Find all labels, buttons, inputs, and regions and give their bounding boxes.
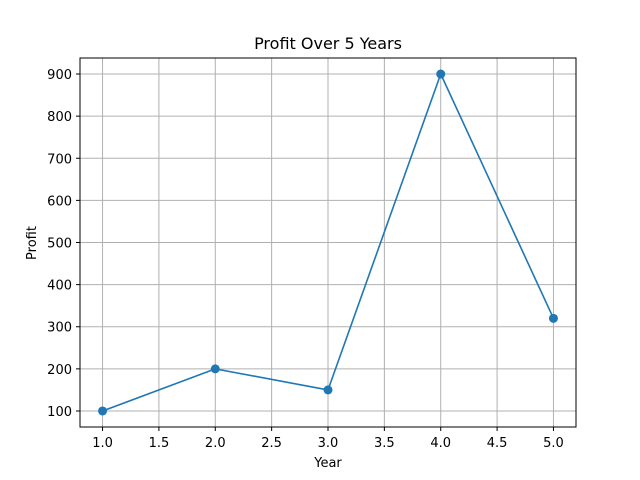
x-tick-label: 3.0 [318, 436, 339, 451]
x-tick-label: 1.0 [92, 436, 113, 451]
grid-lines [80, 58, 576, 427]
x-tick-label: 4.0 [430, 436, 451, 451]
data-point [548, 313, 558, 323]
y-tick-label: 500 [47, 237, 72, 252]
y-axis-label: Profit [25, 226, 40, 260]
y-tick-label: 800 [47, 110, 72, 125]
x-tick-label: 2.0 [205, 436, 226, 451]
chart-title: Profit Over 5 Years [254, 34, 402, 53]
y-tick-label: 300 [47, 321, 72, 336]
y-tick-label: 900 [47, 68, 72, 83]
x-tick-label: 4.5 [487, 436, 508, 451]
x-tick-label: 3.5 [374, 436, 395, 451]
x-axis-label: Year [313, 456, 342, 471]
y-axis: 100 200 300 400 500 600 700 800 900 [47, 68, 80, 420]
data-point [323, 385, 333, 395]
x-tick-label: 2.5 [261, 436, 282, 451]
data-point [210, 364, 220, 374]
y-tick-label: 600 [47, 194, 72, 209]
data-point [436, 69, 446, 79]
y-tick-label: 200 [47, 363, 72, 378]
x-tick-label: 1.5 [149, 436, 170, 451]
x-tick-label: 5.0 [543, 436, 564, 451]
y-tick-label: 400 [47, 279, 72, 294]
x-axis: 1.0 1.5 2.0 2.5 3.0 3.5 4.0 4.5 5.0 [92, 427, 564, 451]
data-point [98, 406, 108, 416]
y-tick-label: 100 [47, 405, 72, 420]
y-tick-label: 700 [47, 152, 72, 167]
series-group [98, 69, 558, 416]
